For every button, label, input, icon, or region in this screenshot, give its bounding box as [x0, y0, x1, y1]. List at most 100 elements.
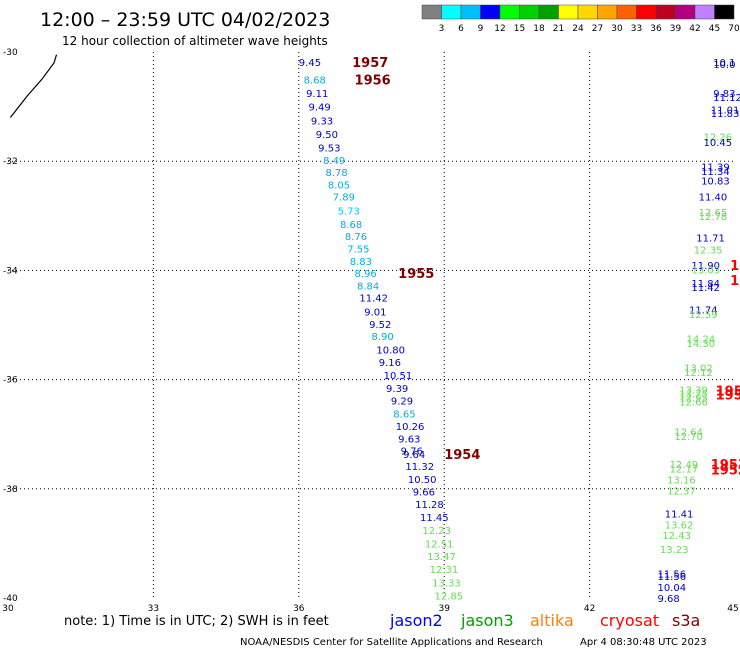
wave-height-value: 10.45: [703, 138, 732, 149]
wave-height-value: 9.11: [306, 89, 328, 100]
legend-swatch: [694, 4, 715, 20]
legend-swatch: [636, 4, 657, 20]
wave-height-value: 8.84: [357, 282, 379, 293]
x-tick-label: 33: [148, 604, 159, 614]
legend-tick-label: 21: [553, 24, 564, 34]
wave-height-value: 11.74: [689, 306, 718, 317]
wave-height-value: 9.76: [401, 447, 423, 458]
legend-tick-label: 45: [709, 24, 720, 34]
legend-tick-label: 18: [533, 24, 545, 34]
legend-tick-label: 70: [728, 24, 740, 34]
wave-height-value: 9.68: [657, 594, 679, 605]
satellite-name-jason3: jason3: [460, 611, 514, 630]
y-tick-label: -32: [3, 157, 18, 167]
wave-height-value: 12.64: [674, 427, 703, 438]
footer-timestamp: Apr 4 08:30:48 UTC 2023: [580, 637, 707, 648]
legend-swatch: [460, 4, 481, 20]
legend-tick-label: 12: [494, 24, 505, 34]
wave-height-value: 11.45: [420, 513, 449, 524]
wave-height-value: 13.03: [691, 265, 720, 276]
wave-height-value: 11.39: [701, 163, 730, 174]
wave-height-value: 9.53: [318, 144, 340, 155]
satellite-name-jason2: jason2: [389, 611, 443, 630]
wave-height-value: 8.65: [393, 409, 415, 420]
wave-height-value: 12.26: [703, 133, 732, 144]
wave-height-value: 12.95: [679, 394, 708, 405]
legend-swatch: [714, 4, 735, 20]
wave-height-value: 11.83: [711, 109, 740, 120]
wave-height-value: 12.51: [425, 539, 454, 550]
wave-height-value: 9.45: [299, 58, 321, 69]
wave-height-value: 8.68: [304, 75, 326, 86]
legend-swatch: [558, 4, 579, 20]
legend-tick-label: 30: [611, 24, 623, 34]
legend-tick-label: 33: [631, 24, 642, 34]
wave-height-value: 7.89: [333, 193, 355, 204]
pass-time-label: 1: [730, 259, 739, 274]
legend-swatch: [675, 4, 696, 20]
wave-height-value: 11.56: [657, 572, 686, 583]
wave-height-value: 12.65: [699, 208, 728, 219]
wave-height-value: 12.49: [670, 460, 699, 471]
grid-lines: [8, 52, 735, 598]
wave-height-value: 11.71: [696, 234, 725, 245]
wave-height-value: 11.34: [701, 167, 730, 178]
y-tick-label: -38: [3, 485, 18, 495]
pass-time-labels: 19571956195519541951951119531952: [352, 56, 740, 479]
wave-height-value: 9.01: [364, 307, 386, 318]
chart-subtitle: 12 hour collection of altimeter wave hei…: [62, 34, 328, 48]
legend-swatch: [421, 4, 442, 20]
wave-height-value: 13.47: [427, 552, 456, 563]
wave-height-value: 8.83: [350, 257, 372, 268]
wave-height-value: 13.39: [679, 385, 708, 396]
wave-height-value: 11.84: [691, 279, 720, 290]
wave-height-value: 8.78: [325, 168, 347, 179]
wave-height-value: 9.52: [369, 320, 391, 331]
x-tick-label: 36: [293, 604, 305, 614]
satellite-legend: jason2 jason3 altika cryosat s3a: [389, 611, 700, 630]
wave-height-value: 11.42: [359, 294, 388, 305]
wave-height-value: 12.17: [670, 465, 699, 476]
wave-height-value: 14.24: [687, 335, 716, 346]
wave-height-value: 12.66: [679, 397, 708, 408]
pass-time-label: 195: [716, 388, 740, 403]
wave-height-value: 12.78: [699, 212, 728, 223]
wave-height-value: 10.51: [384, 371, 413, 382]
legend-tick-label: 15: [514, 24, 525, 34]
wave-height-value: 8.76: [345, 232, 367, 243]
wave-height-value: 10.0: [713, 60, 735, 71]
chart-title: 12:00 – 23:59 UTC 04/02/2023: [40, 9, 330, 31]
wave-height-value: 10.04: [657, 583, 686, 594]
wave-height-value: 9.64: [403, 450, 425, 461]
wave-height-value: 13.75: [679, 389, 708, 400]
y-tick-label: -40: [3, 594, 18, 604]
wave-height-value: 12.70: [674, 432, 703, 443]
wave-height-value: 9.39: [386, 384, 408, 395]
wave-height-value: 11.42: [691, 283, 720, 294]
legend-swatch: [577, 4, 598, 20]
wave-height-value: 10.50: [408, 475, 437, 486]
x-tick-label: 42: [584, 604, 595, 614]
wave-height-value: 10.1: [713, 58, 735, 69]
legend-tick-label: 24: [572, 24, 584, 34]
wave-height-value: 5.73: [338, 206, 360, 217]
wave-height-value: 9.63: [398, 435, 420, 446]
wave-height-value: 9.66: [413, 488, 435, 499]
wave-height-value: 9.33: [311, 116, 333, 127]
wave-height-value: 11.32: [405, 462, 434, 473]
legend-tick-label: 36: [650, 24, 662, 34]
legend-swatch: [519, 4, 540, 20]
wave-height-value: 8.49: [323, 156, 345, 167]
wave-height-value: 10.80: [376, 346, 405, 357]
legend-swatch: [441, 4, 462, 20]
wave-height-value: 8.90: [372, 332, 394, 343]
wave-height-value: 8.96: [355, 269, 377, 280]
pass-time-label: 1955: [398, 267, 434, 282]
axis-ticks: 30 33 36 39 42 45 -30 -32 -34 -36 -38 -40: [2, 48, 738, 614]
wave-height-value: 11.28: [415, 500, 444, 511]
x-tick-label: 39: [438, 604, 450, 614]
wave-height-value: 13.33: [432, 579, 461, 590]
legend-swatch: [655, 4, 676, 20]
wave-height-value: 7.55: [347, 245, 369, 256]
